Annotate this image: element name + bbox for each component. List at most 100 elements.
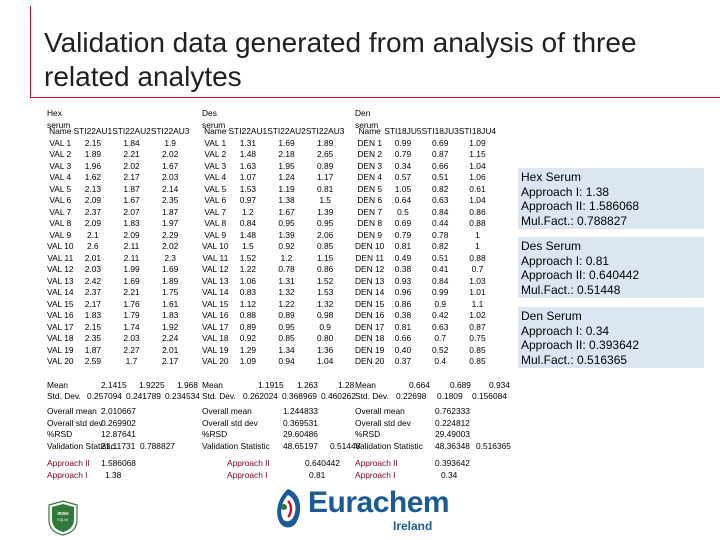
hex-sd-2: 0.241789	[126, 391, 161, 401]
row-name-cell: VAL 6	[49, 195, 72, 205]
value-cell: 0.85	[469, 356, 486, 366]
value-cell: 2.02	[161, 241, 179, 251]
row-name-cell: DEN 20	[355, 356, 385, 366]
des-validation-2: 0.51448	[330, 440, 361, 451]
value-cell: 2.17	[123, 172, 140, 182]
value-cell: 0.78	[278, 264, 295, 274]
svg-text:IRISH: IRISH	[57, 511, 68, 516]
value-cell: 0.7	[434, 333, 447, 343]
value-cell: 0.86	[316, 264, 334, 274]
value-cell: 2.1	[87, 229, 99, 240]
row-name-cell: VAL 6	[204, 195, 227, 205]
row-name-cell: VAL 20	[47, 356, 74, 366]
value-cell: 1.15	[316, 252, 334, 263]
value-cell: 2.42	[84, 275, 102, 286]
row-name-cell: VAL 11	[47, 252, 74, 263]
hex-rsd: 12.87641	[101, 429, 136, 439]
row-name-cell: VAL 5	[49, 183, 72, 194]
row-name-cell: VAL 9	[49, 229, 72, 240]
table-row: DEN 17 0.81 0.63 0.87	[355, 322, 496, 334]
row-name-cell: VAL 7	[49, 206, 72, 217]
value-cell: 0.98	[316, 310, 334, 320]
value-cell: 0.64	[394, 195, 412, 205]
value-cell: 0.69	[394, 218, 412, 228]
value-cell: 0.92	[278, 241, 295, 251]
table-row: DEN 2 0.79 0.87 1.15	[355, 149, 496, 161]
value-cell: 1.2	[242, 206, 254, 217]
table-row: DEN 20 0.37 0.4 0.85	[355, 356, 496, 368]
table-row: VAL 15 1.12 1.22 1.32	[202, 299, 344, 311]
value-cell: 2.06	[316, 229, 334, 240]
table-row: DEN 12 0.38 0.41 0.7	[355, 264, 496, 276]
value-cell: 2.29	[161, 229, 179, 240]
summary-label-rsd: %RSD	[355, 429, 381, 439]
row-name-cell: VAL 14	[47, 287, 74, 297]
table-row: DEN 11 0.49 0.51 0.88	[355, 253, 496, 265]
value-cell: 0.82	[432, 241, 449, 251]
value-cell: 0.66	[394, 333, 412, 343]
summary-label-overall-mean: Overall mean	[202, 406, 252, 416]
value-cell: 0.57	[394, 172, 412, 182]
eurachem-logo-icon	[277, 489, 301, 528]
box-approach-1: Approach I: 0.81	[521, 253, 610, 268]
table-row: DEN 3 0.34 0.66 1.04	[355, 161, 496, 173]
summary-label-overall-sd: Overall std dev	[47, 417, 103, 428]
row-name-cell: VAL 8	[204, 218, 227, 228]
value-cell: 0.49	[394, 252, 412, 263]
value-cell: 0.85	[316, 241, 334, 251]
eurachem-logo-text: Eurachem	[308, 486, 450, 519]
value-cell: 0.78	[432, 229, 449, 240]
row-name-cell: DEN 7	[357, 206, 382, 217]
value-cell: 2.11	[123, 241, 140, 251]
des-mean-label: Mean	[202, 380, 223, 390]
column-header: STI22AU2	[112, 126, 151, 136]
row-name-cell: VAL 2	[204, 149, 227, 159]
table-row: DEN 4 0.57 0.51 1.06	[355, 172, 496, 184]
table-row: VAL 3 1.96 2.02 1.67	[47, 161, 189, 173]
value-cell: 2.03	[161, 172, 179, 182]
row-name-cell: VAL 9	[204, 229, 227, 240]
value-cell: 1.89	[84, 149, 102, 159]
row-name-cell: VAL 17	[202, 321, 229, 332]
den-sd-1: 0.22698	[396, 391, 427, 401]
table-row: VAL 13 1.06 1.31 1.52	[202, 276, 344, 288]
des-rsd: 29.60486	[283, 429, 318, 439]
row-name-cell: VAL 14	[202, 287, 229, 297]
des-overall-mean: 1.244833	[283, 406, 318, 416]
value-cell: 1.83	[161, 310, 179, 320]
hex-validation-2: 0.788827	[140, 440, 175, 451]
summary-label-rsd: %RSD	[47, 429, 73, 439]
column-header: STI22AU1	[228, 126, 268, 136]
value-cell: 1.19	[278, 183, 295, 194]
table-row: VAL 7 2.37 2.07 1.87	[47, 207, 189, 219]
table-row: VAL 16 0.88 0.89 0.98	[202, 310, 344, 322]
value-cell: 1.32	[278, 287, 295, 297]
value-cell: 0.9	[434, 298, 447, 309]
value-cell: 0.87	[469, 321, 486, 332]
approach-2-label: Approach II	[227, 458, 270, 468]
summary-label-validation: Validation Statistic	[202, 440, 270, 451]
column-header: STI18JU4	[458, 126, 497, 136]
den-mean-2: 0.689	[450, 380, 471, 390]
value-cell: 1	[475, 229, 480, 240]
des-approach-1: 0.81	[309, 469, 326, 480]
row-name-cell: DEN 4	[357, 172, 382, 182]
row-name-cell: VAL 7	[204, 206, 227, 217]
value-cell: 1.83	[84, 310, 102, 320]
table-row: VAL 19 1.29 1.34 1.36	[202, 345, 344, 357]
value-cell: 2.03	[84, 264, 102, 274]
des-mean-3: 1.28	[338, 380, 355, 390]
table-row: DEN 13 0.93 0.84 1.03	[355, 276, 496, 288]
value-cell: 1.69	[123, 275, 140, 286]
value-cell: 0.94	[278, 356, 295, 366]
summary-label-validation: Validation Statistic	[47, 440, 115, 451]
column-header: Name	[358, 126, 381, 136]
table-row: VAL 12 1.22 0.78 0.86	[202, 264, 344, 276]
value-cell: 2.13	[84, 183, 102, 194]
value-cell: 0.7	[471, 264, 484, 274]
value-cell: 0.40	[394, 344, 412, 355]
row-name-cell: DEN 14	[355, 287, 385, 297]
den-serum-table: Name STI18JU5 STI18JU3 STI18JU4 DEN 1 0.99 0.6…	[355, 126, 496, 368]
value-cell: 0.52	[432, 344, 449, 355]
value-cell: 1.48	[239, 229, 257, 240]
